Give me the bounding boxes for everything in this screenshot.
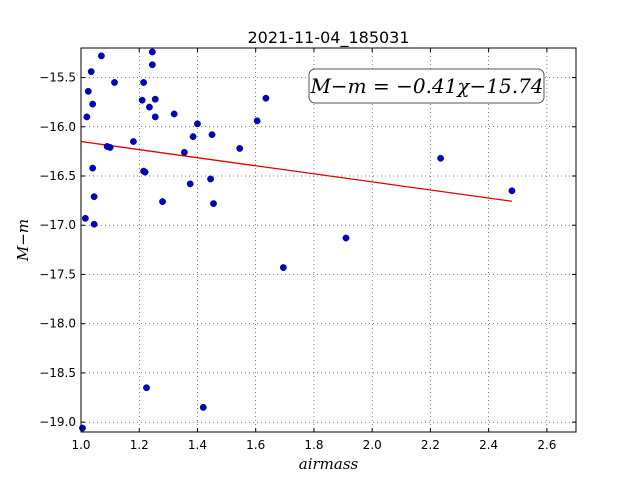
fit-equation-label: M−m = −0.41χ−15.74 <box>309 74 543 98</box>
x-axis-label: airmass <box>299 455 359 473</box>
data-point <box>138 96 146 104</box>
data-point <box>159 198 166 206</box>
x-tick-label: 1.0 <box>71 438 90 452</box>
data-point <box>151 95 159 103</box>
data-point <box>141 168 149 176</box>
data-point <box>437 154 445 162</box>
fit-line <box>80 140 513 202</box>
y-tick-label: −15.5 <box>39 71 76 85</box>
data-point <box>199 403 207 411</box>
data-point <box>262 94 270 102</box>
data-point <box>207 175 214 183</box>
y-tick-label: −18.0 <box>39 317 76 331</box>
axis-ticks: 1.0 1.2 1.4 1.6 1.8 2.0 2.2 2.4 2.6 −15.5 −16.0 −16… <box>39 48 576 452</box>
data-point <box>194 120 201 128</box>
x-tick-label: 2.2 <box>421 438 440 452</box>
data-point <box>189 133 197 141</box>
data-point <box>210 200 217 207</box>
data-point <box>130 138 137 145</box>
x-tick-label: 1.6 <box>246 438 265 452</box>
x-tick-label: 2.6 <box>537 438 556 452</box>
data-point <box>170 110 178 118</box>
data-point <box>151 113 159 121</box>
data-point <box>508 187 516 195</box>
x-tick-label: 2.0 <box>363 438 382 452</box>
data-point <box>89 100 97 108</box>
y-tick-label: −16.0 <box>39 120 76 134</box>
y-tick-label: −17.0 <box>39 218 76 232</box>
data-point <box>87 68 95 76</box>
data-point <box>186 180 194 188</box>
fit-equation-frame <box>308 68 545 104</box>
data-point <box>148 48 156 56</box>
data-point <box>83 113 91 121</box>
data-point <box>342 234 350 242</box>
data-point <box>84 87 92 95</box>
data-point <box>89 164 97 172</box>
data-point <box>253 117 261 125</box>
data-point <box>143 384 150 392</box>
x-tick-label: 1.2 <box>130 438 149 452</box>
y-axis-label: M−m <box>14 219 32 262</box>
fit-line-group <box>80 140 513 202</box>
y-tick-label: −18.5 <box>39 366 76 380</box>
data-point <box>106 144 114 151</box>
x-tick-label: 1.8 <box>304 438 323 452</box>
data-point <box>111 79 118 86</box>
fit-equation-box: M−m = −0.41χ−15.74 <box>308 68 545 104</box>
data-point <box>79 424 86 432</box>
data-point <box>279 264 287 271</box>
data-points <box>79 48 516 432</box>
grid <box>80 48 576 432</box>
data-point <box>90 193 98 201</box>
data-point <box>97 52 105 60</box>
data-point <box>208 131 216 139</box>
data-point <box>180 148 188 156</box>
y-tick-label: −17.5 <box>39 267 76 281</box>
data-point <box>236 145 244 152</box>
x-tick-label: 2.4 <box>479 438 498 452</box>
plot-frame <box>80 47 577 433</box>
y-tick-label: −16.5 <box>39 169 76 183</box>
data-point <box>148 61 156 69</box>
data-point <box>81 214 89 222</box>
x-tick-label: 1.4 <box>188 438 207 452</box>
data-point <box>90 220 98 228</box>
y-tick-label: −19.0 <box>39 415 76 429</box>
data-point <box>146 103 153 111</box>
chart-title: 2021-11-04_185031 <box>247 28 409 48</box>
data-point <box>140 79 148 86</box>
